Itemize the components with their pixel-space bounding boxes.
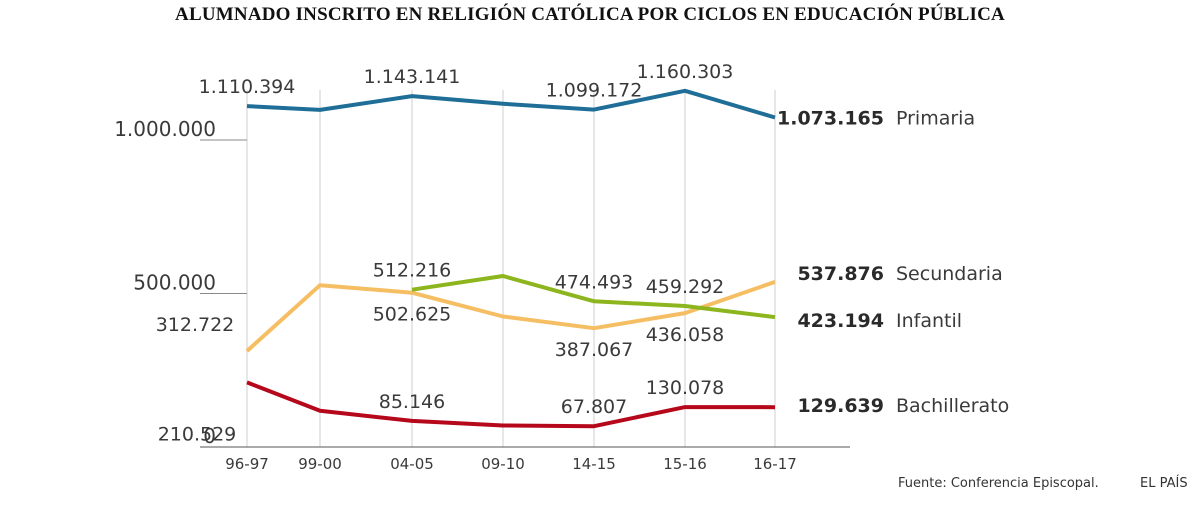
end-value-primaria: 1.073.165 (777, 108, 884, 130)
end-value-secundaria: 537.876 (797, 263, 884, 285)
x-tick-label: 96-97 (225, 455, 269, 473)
chart-title: ALUMNADO INSCRITO EN RELIGIÓN CATÓLICA P… (175, 4, 1005, 25)
data-label-secundaria: 312.722 (156, 314, 235, 336)
y-axis: 0 500.000 1.000.000 (114, 117, 850, 448)
data-label-infantil: 512.216 (373, 260, 452, 282)
data-label-secundaria: 387.067 (555, 339, 634, 361)
end-value-infantil: 423.194 (797, 310, 884, 332)
series-name-secundaria: Secundaria (896, 263, 1003, 285)
x-axis: 96-97 99-00 04-05 09-10 14-15 15-16 16-17 (225, 455, 797, 473)
y-tick-label: 1.000.000 (114, 117, 216, 141)
data-label-primaria: 1.143.141 (364, 66, 461, 88)
data-label-primaria: 1.110.394 (199, 76, 296, 98)
series-line-bachillerato (246, 380, 776, 429)
data-label-bachillerato: 130.078 (646, 377, 725, 399)
x-tick-label: 16-17 (753, 455, 797, 473)
brand-logo-text: EL PAÍS (1140, 476, 1188, 491)
x-tick-label: 09-10 (481, 455, 525, 473)
data-label-bachillerato: 210.529 (158, 423, 237, 445)
data-label-secundaria: 502.625 (373, 304, 452, 326)
data-label-primaria: 1.160.303 (637, 61, 734, 83)
data-label-bachillerato: 67.807 (561, 396, 627, 418)
series-lines (245, 88, 776, 429)
series-line-primaria (246, 88, 776, 120)
end-labels: 1.073.165 Primaria 537.876 Secundaria 423.19… (777, 108, 1009, 418)
x-tick-label: 14-15 (572, 455, 616, 473)
x-tick-label: 99-00 (298, 455, 342, 473)
x-tick-label: 15-16 (663, 455, 707, 473)
series-line-secundaria (245, 280, 776, 353)
data-label-infantil: 474.493 (555, 271, 634, 293)
series-name-primaria: Primaria (896, 108, 975, 130)
y-tick-label: 500.000 (133, 271, 216, 295)
series-line-infantil (411, 274, 776, 320)
series-name-bachillerato: Bachillerato (896, 395, 1009, 417)
x-tick-label: 04-05 (390, 455, 434, 473)
data-label-infantil: 459.292 (646, 276, 725, 298)
data-label-primaria: 1.099.172 (546, 80, 643, 102)
source-note: Fuente: Conferencia Episcopal. (898, 476, 1099, 491)
end-value-bachillerato: 129.639 (797, 395, 884, 417)
data-label-bachillerato: 85.146 (379, 391, 445, 413)
data-label-secundaria: 436.058 (646, 324, 725, 346)
series-name-infantil: Infantil (896, 310, 962, 332)
y-tick-label: 0 (203, 424, 216, 448)
grid (246, 90, 776, 447)
